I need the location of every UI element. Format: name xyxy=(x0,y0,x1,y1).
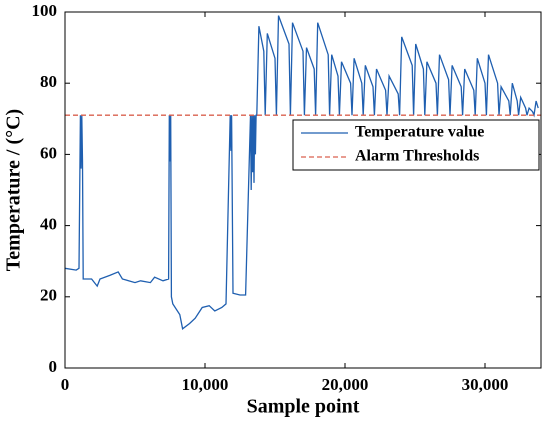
y-axis-label: Temperature / (°C) xyxy=(3,109,25,271)
x-tick-label: 30,000 xyxy=(462,375,509,394)
x-tick-label: 20,000 xyxy=(322,375,369,394)
line-series xyxy=(64,15,539,330)
y-tick-label: 20 xyxy=(40,286,57,305)
x-tick-label: 0 xyxy=(61,375,70,394)
y-tick-label: 100 xyxy=(32,1,58,20)
legend-label: Temperature value xyxy=(355,124,484,141)
y-tick-label: 40 xyxy=(40,215,57,234)
x-tick-label: 10,000 xyxy=(182,375,229,394)
plot-frame xyxy=(64,11,542,369)
y-tick-label: 0 xyxy=(49,357,58,376)
y-tick-label: 60 xyxy=(40,143,57,162)
legend-box xyxy=(292,119,540,171)
x-axis-label: Sample point xyxy=(247,396,360,418)
legend-label: Alarm Thresholds xyxy=(355,148,479,165)
y-tick-label: 80 xyxy=(40,72,57,91)
